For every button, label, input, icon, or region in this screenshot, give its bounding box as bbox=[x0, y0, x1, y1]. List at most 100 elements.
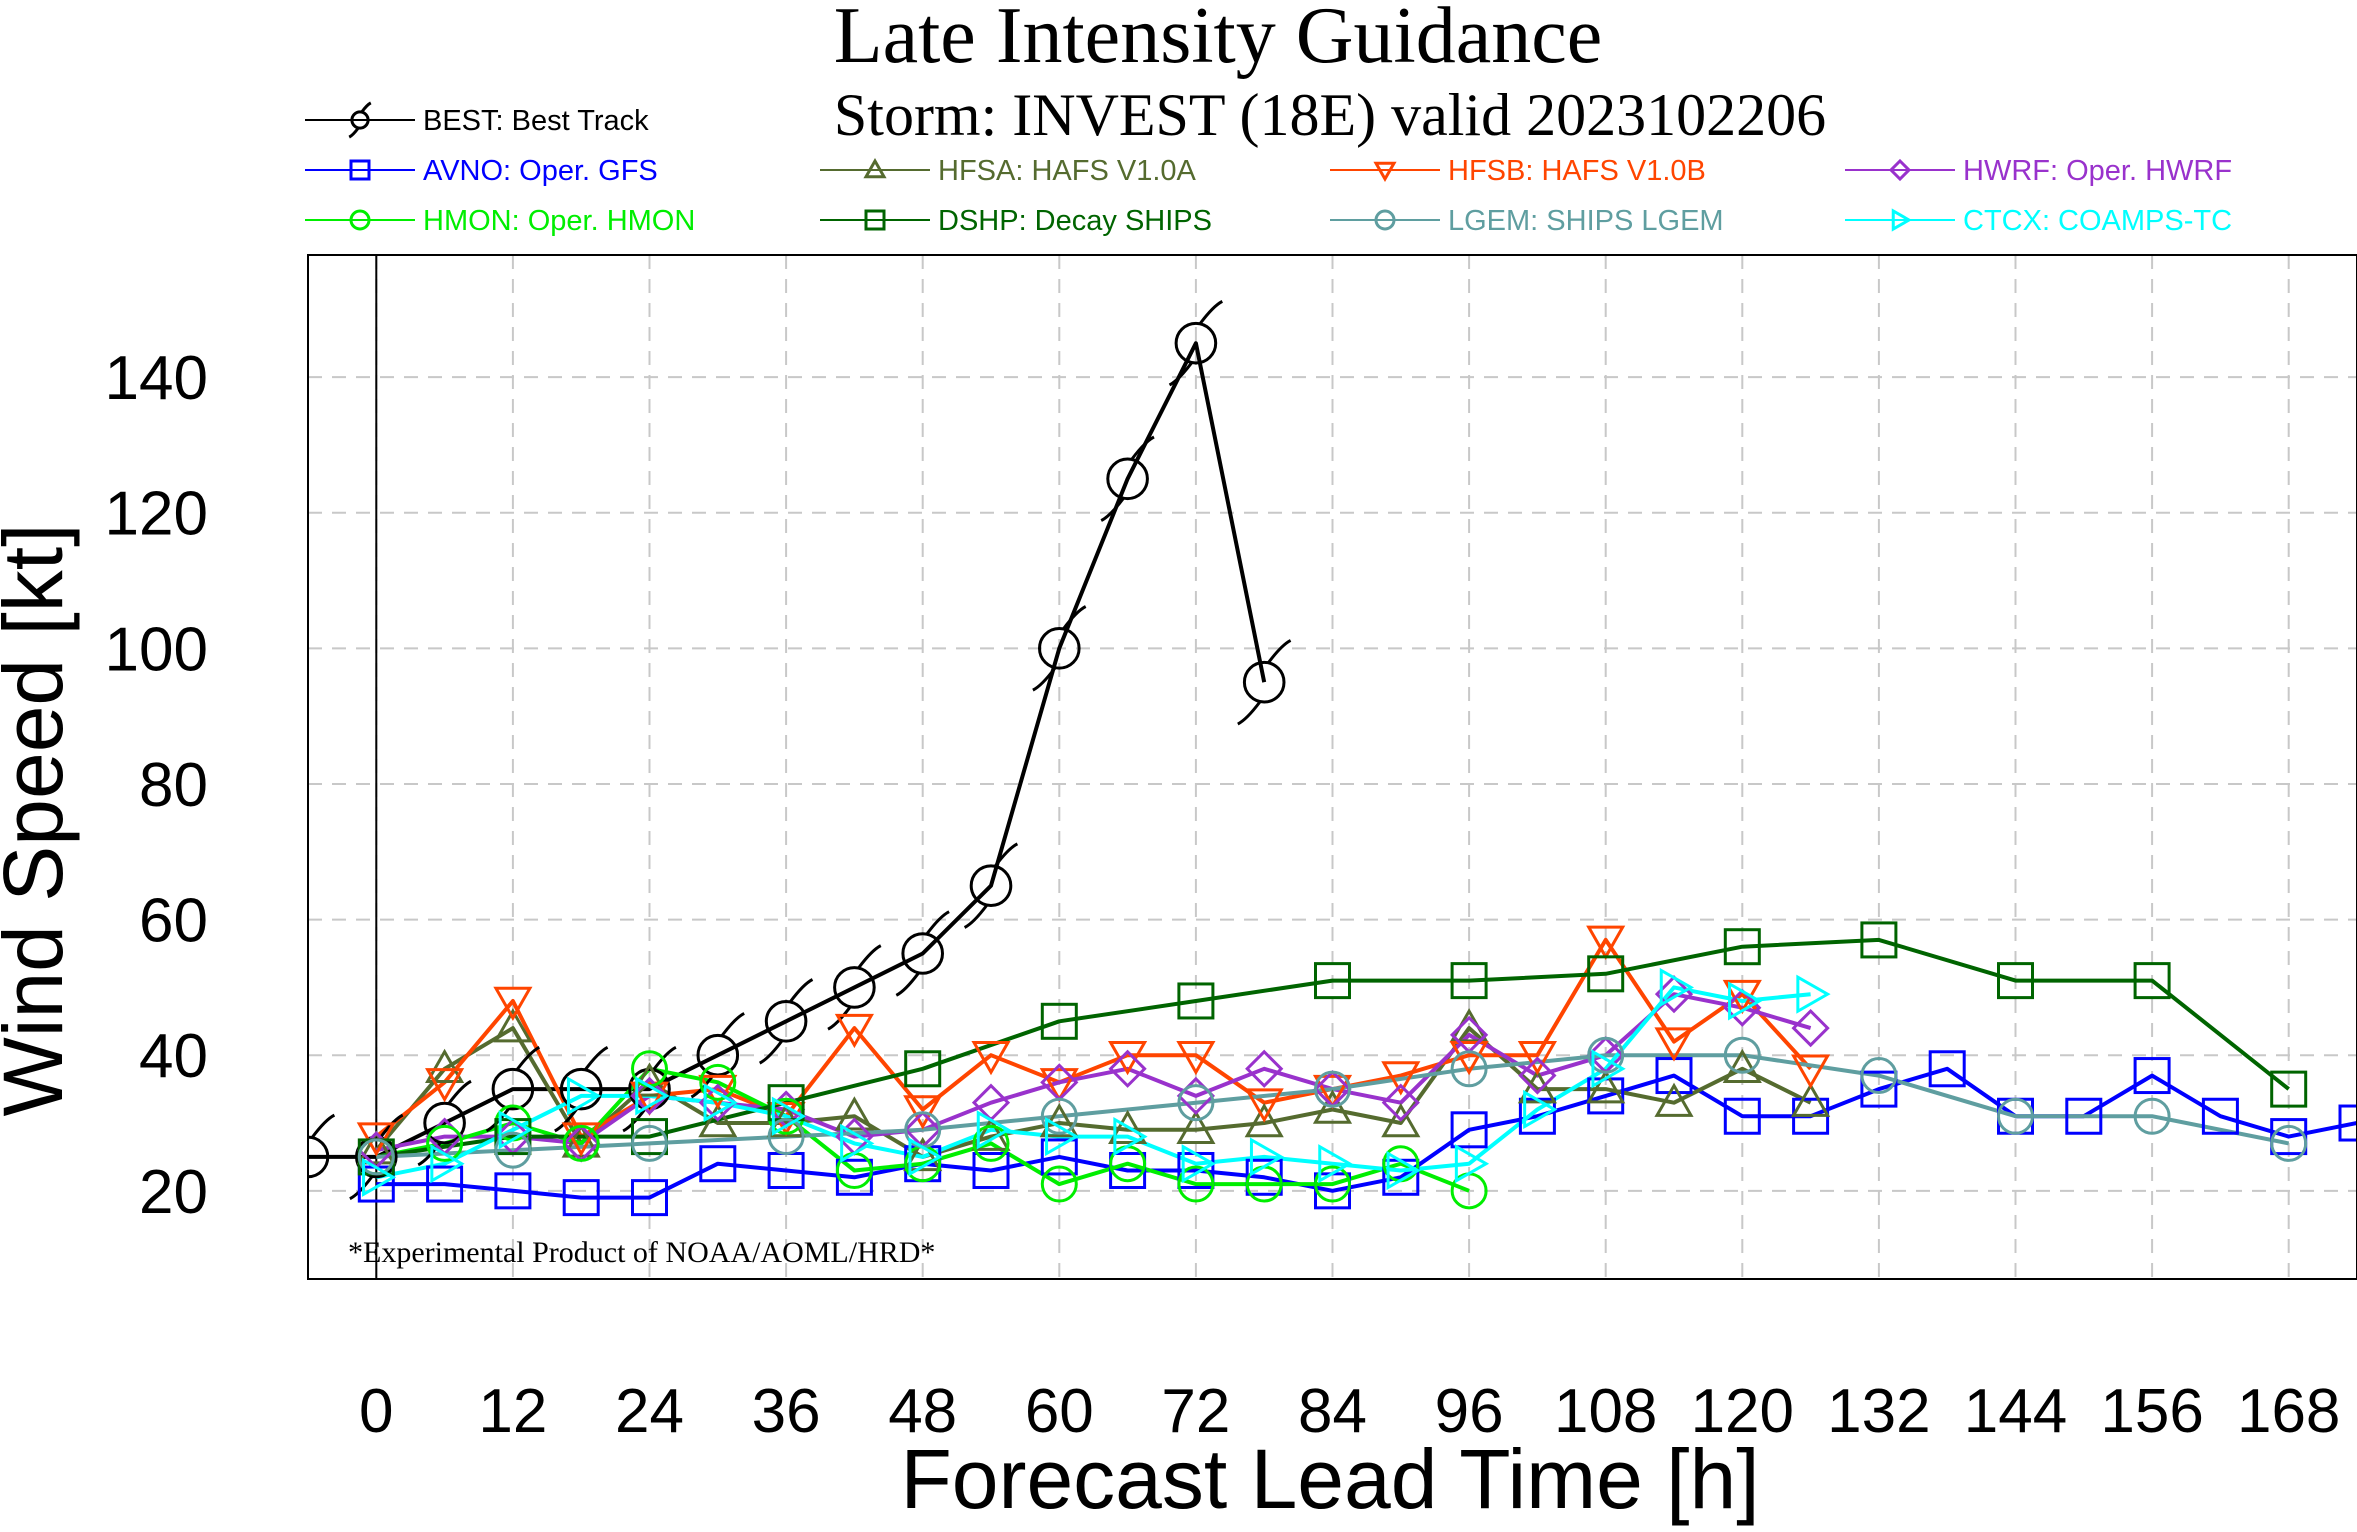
y-tick-label: 40 bbox=[139, 1022, 208, 1091]
hfsb-point bbox=[971, 1040, 1011, 1076]
x-tick-label: 84 bbox=[1298, 1377, 1367, 1446]
hmon-point bbox=[699, 1063, 737, 1101]
hmon-point bbox=[1314, 1165, 1351, 1203]
legend-item-hfsb: HFSB: HAFS V1.0B bbox=[1330, 155, 1706, 187]
legend-marker-hmon bbox=[349, 209, 371, 231]
hfsa-point bbox=[425, 1048, 465, 1084]
x-axis-label: Forecast Lead Time [h] bbox=[900, 1432, 1759, 1526]
chart-subtitle: Storm: INVEST (18E) valid 2023102206 bbox=[834, 82, 1826, 148]
legend-marker-lgem bbox=[1374, 209, 1396, 231]
x-tick-label: 156 bbox=[2100, 1377, 2203, 1446]
dshp-point bbox=[2133, 962, 2171, 1000]
best-series-line bbox=[308, 341, 1267, 1159]
ctcx-point bbox=[1045, 1117, 1080, 1157]
legend-marker-hwrf bbox=[1888, 158, 1912, 182]
legend-item-avno: AVNO: Oper. GFS bbox=[305, 155, 658, 187]
hfsa-point bbox=[1381, 1103, 1421, 1138]
legend-label-lgem: LGEM: SHIPS LGEM bbox=[1448, 205, 1724, 237]
avno-point bbox=[494, 1172, 532, 1210]
hfsb-point bbox=[1586, 925, 1626, 960]
avno-point bbox=[972, 1151, 1010, 1189]
lgem-point bbox=[631, 1124, 668, 1162]
ctcx-point bbox=[362, 1157, 397, 1197]
hfsa-point bbox=[1244, 1103, 1284, 1138]
hfsa-point bbox=[698, 1103, 738, 1138]
hwrf-series-line bbox=[375, 992, 1812, 1153]
hwrf-point bbox=[1245, 1049, 1284, 1088]
hfsa-point bbox=[1654, 1082, 1694, 1117]
hwrf-point bbox=[1381, 1083, 1420, 1122]
hfsb-point bbox=[629, 1081, 670, 1116]
hmon-point bbox=[1177, 1165, 1215, 1203]
avno-point bbox=[1723, 1097, 1761, 1135]
hmon-point bbox=[426, 1124, 464, 1162]
avno-point bbox=[631, 1179, 668, 1217]
ctcx-series-line bbox=[375, 985, 1811, 1180]
x-tick-label: 36 bbox=[752, 1377, 821, 1446]
chart-title: Late Intensity Guidance bbox=[834, 0, 1603, 80]
hfsb-point bbox=[1517, 1040, 1557, 1076]
legend-label-hfsb: HFSB: HAFS V1.0B bbox=[1448, 155, 1706, 187]
ctcx-point bbox=[430, 1144, 465, 1184]
legend-marker-best bbox=[348, 101, 372, 139]
x-tick-label: 96 bbox=[1435, 1377, 1504, 1446]
hfsa-point bbox=[493, 1008, 533, 1043]
hfsb-point bbox=[561, 1122, 601, 1157]
hfsb-point bbox=[903, 1095, 943, 1130]
lgem-point bbox=[1723, 1036, 1761, 1074]
best-point bbox=[963, 842, 1019, 929]
hfsa-point bbox=[903, 1136, 943, 1172]
hfsb-point bbox=[1381, 1061, 1421, 1096]
best-markers bbox=[308, 300, 1292, 1201]
hwrf-point bbox=[1518, 1056, 1557, 1095]
x-tick-label: 168 bbox=[2237, 1377, 2340, 1446]
ctcx-point bbox=[1386, 1150, 1421, 1191]
ctcx-point bbox=[1454, 1144, 1490, 1184]
best-point bbox=[758, 978, 814, 1065]
ctcx-point bbox=[566, 1076, 602, 1116]
hfsa-point bbox=[1586, 1069, 1626, 1104]
ctcx-point bbox=[1591, 1049, 1626, 1089]
hfsa-point bbox=[1176, 1109, 1216, 1145]
ctcx-point bbox=[1181, 1144, 1216, 1184]
ctcx-point bbox=[1249, 1137, 1285, 1177]
legend: BEST: Best Track AVNO: Oper. GFS HFSA: HAF… bbox=[305, 101, 2232, 237]
ctcx-markers bbox=[362, 967, 1831, 1197]
avno-point bbox=[2201, 1097, 2239, 1135]
lgem-point bbox=[2270, 1124, 2308, 1162]
legend-label-ctcx: CTCX: COAMPS-TC bbox=[1963, 205, 2232, 237]
hfsa-point bbox=[1791, 1082, 1831, 1117]
dshp-point bbox=[1040, 1002, 1078, 1040]
best-point bbox=[1032, 605, 1087, 692]
ctcx-point bbox=[908, 1137, 943, 1177]
legend-item-ctcx: CTCX: COAMPS-TC bbox=[1845, 205, 2232, 237]
dshp-point bbox=[1177, 982, 1215, 1020]
ctcx-point bbox=[840, 1123, 875, 1163]
x-tick-label: 132 bbox=[1827, 1377, 1930, 1446]
legend-marker-dshp bbox=[864, 209, 886, 231]
grid bbox=[308, 255, 2357, 1279]
best-point bbox=[895, 910, 950, 997]
avno-point bbox=[1928, 1050, 1966, 1088]
dshp-point bbox=[2270, 1070, 2308, 1108]
avno-point bbox=[2065, 1097, 2103, 1135]
series-lines bbox=[308, 341, 2357, 1200]
lgem-point bbox=[1177, 1084, 1215, 1122]
hfsa-point bbox=[1722, 1048, 1762, 1084]
lgem-markers bbox=[357, 1036, 2308, 1176]
dshp-point bbox=[1450, 962, 1488, 1000]
avno-point bbox=[426, 1165, 464, 1203]
legend-item-hmon: HMON: Oper. HMON bbox=[305, 205, 695, 237]
best-point bbox=[827, 944, 882, 1031]
lgem-point bbox=[494, 1131, 532, 1169]
legend-item-dshp: DSHP: Decay SHIPS bbox=[820, 205, 1212, 237]
y-tick-label: 80 bbox=[139, 751, 208, 820]
hfsb-series-line bbox=[375, 937, 1813, 1139]
lgem-point bbox=[767, 1118, 805, 1156]
dshp-point bbox=[1860, 921, 1898, 959]
legend-label-avno: AVNO: Oper. GFS bbox=[423, 155, 658, 187]
hfsb-point bbox=[698, 1074, 738, 1110]
hfsa-point bbox=[1108, 1109, 1148, 1145]
hmon-point bbox=[562, 1124, 600, 1162]
x-tick-label: 108 bbox=[1554, 1377, 1657, 1446]
